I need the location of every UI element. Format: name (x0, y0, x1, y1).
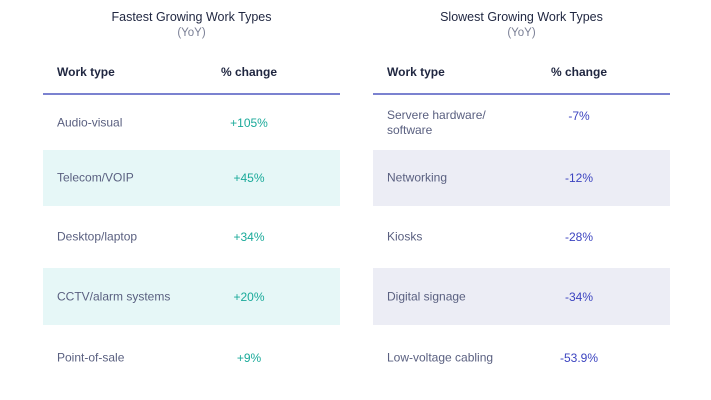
percent-change: -53.9% (559, 351, 599, 365)
work-type: Telecom/VOIP (57, 170, 134, 185)
table-row: Audio-visual +105% (43, 95, 340, 150)
work-type: Digital signage (387, 289, 466, 303)
table-row: CCTV/alarm systems +20% (43, 268, 340, 325)
table-row: Desktop/laptop +34% (43, 206, 340, 268)
work-type: Networking (387, 170, 448, 185)
work-type: Audio-visual (57, 115, 123, 129)
table-header: Work type % change (373, 65, 670, 95)
percent-change: +105% (230, 115, 268, 130)
work-type: Point-of-sale (57, 350, 125, 365)
percent-change: -12% (564, 171, 593, 185)
percent-change: +20% (233, 289, 265, 304)
table-row: Low-voltage cabling -53.9% (373, 325, 670, 391)
percent-change: -7% (568, 108, 590, 123)
work-type: Desktop/laptop (57, 229, 138, 244)
percent-change: +45% (233, 171, 265, 185)
header-work-type: Work type (57, 65, 115, 79)
work-type: Low-voltage cabling (387, 350, 494, 365)
work-type: CCTV/alarm systems (57, 289, 171, 303)
percent-change: -28% (564, 230, 593, 244)
work-type: Servere hardware/ software (387, 107, 486, 137)
table-subtitle: (YoY) (507, 27, 536, 39)
table-row: Networking -12% (373, 150, 670, 206)
header-change: % change (220, 65, 277, 79)
percent-change: -34% (564, 289, 593, 304)
table-row: Telecom/VOIP +45% (43, 150, 340, 206)
table-row: Servere hardware/ software -7% (373, 95, 670, 150)
header-change: % change (550, 65, 607, 79)
table-subtitle: (YoY) (177, 27, 206, 39)
table-row: Point-of-sale +9% (43, 325, 340, 391)
table-title: Slowest Growing Work Types (440, 10, 603, 24)
table-row: Digital signage -34% (373, 268, 670, 325)
table-row: Kiosks -28% (373, 206, 670, 268)
percent-change: +9% (236, 351, 262, 365)
table-header: Work type % change (43, 65, 340, 95)
table-title: Fastest Growing Work Types (111, 10, 272, 24)
work-type: Kiosks (387, 229, 423, 244)
percent-change: +34% (233, 230, 265, 244)
header-work-type: Work type (387, 65, 445, 79)
